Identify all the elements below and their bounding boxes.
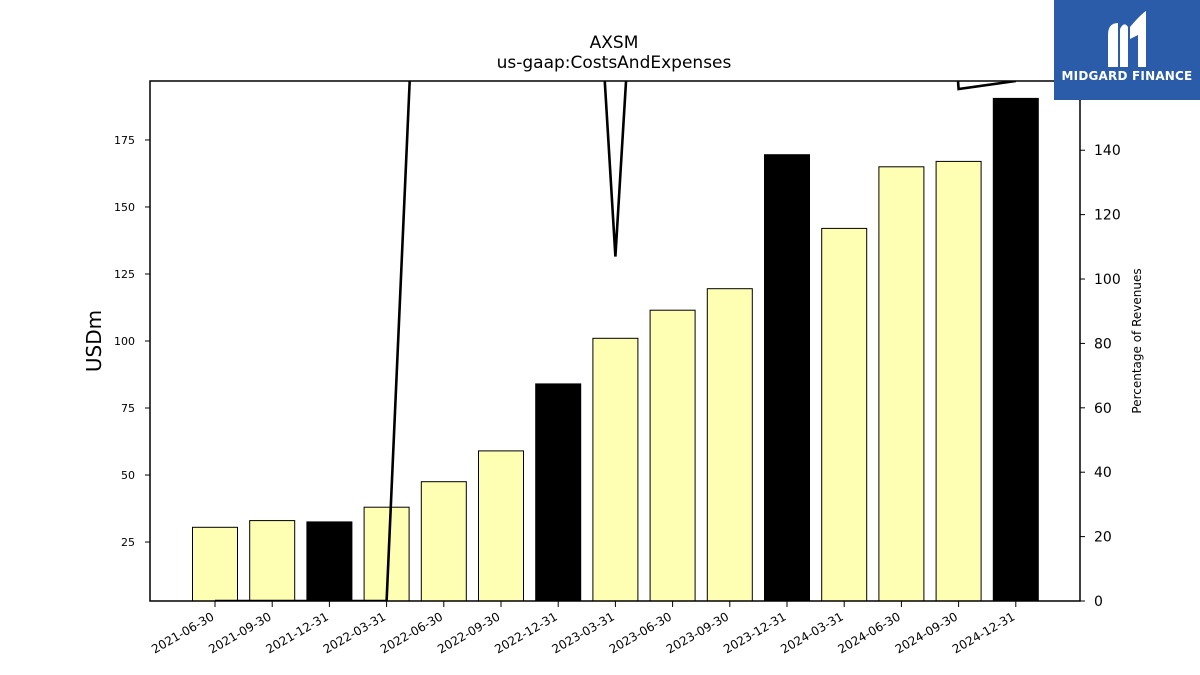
x-tick-label-2022-03-31: 2022-03-31	[321, 609, 388, 656]
x-tick-label-2023-09-30: 2023-09-30	[664, 609, 731, 656]
y-left-tick-label-100: 100	[114, 335, 135, 348]
bar-2021-06-30	[192, 526, 238, 602]
x-tick-label-2024-03-31: 2024-03-31	[778, 609, 845, 656]
y-right-tick-label-20: 20	[1094, 530, 1112, 546]
x-tick-label-2023-06-30: 2023-06-30	[607, 609, 674, 656]
midgard-finance-logo: MIDGARD FINANCE	[1054, 0, 1200, 100]
percentage-of-revenues-line	[215, 81, 1016, 601]
y-right-axis: 0 20 40 60 80 100 120 140	[1080, 143, 1121, 610]
chart-subtitle: us-gaap:CostsAndExpenses	[497, 53, 732, 73]
y-right-tick-label-80: 80	[1094, 336, 1112, 352]
y-left-tick-label-75: 75	[121, 402, 135, 415]
x-tick-label-2024-06-30: 2024-06-30	[835, 609, 902, 656]
x-tick-label-2023-12-31: 2023-12-31	[721, 609, 788, 656]
bar-2024-12-31	[992, 97, 1039, 602]
y-left-axis: 25 50 75 100 125 150 175	[114, 134, 150, 549]
x-tick-label-2022-09-30: 2022-09-30	[435, 609, 502, 656]
bar-2024-06-30	[878, 166, 925, 602]
line-layer	[215, 81, 1016, 601]
y-right-tick-label-60: 60	[1094, 401, 1112, 417]
y-left-tick-label-125: 125	[114, 268, 135, 281]
bar-2023-12-31	[764, 154, 810, 602]
y-right-tick-label-40: 40	[1094, 465, 1112, 481]
y-left-tick-label-150: 150	[114, 201, 135, 214]
bar-2023-06-30	[649, 309, 696, 602]
x-tick-label-2024-09-30: 2024-09-30	[893, 609, 960, 656]
x-tick-label-2021-09-30: 2021-09-30	[206, 609, 273, 656]
x-tick-label-2022-12-31: 2022-12-31	[492, 609, 559, 656]
x-tick-label-2023-03-31: 2023-03-31	[549, 609, 616, 656]
x-tick-label-2022-06-30: 2022-06-30	[378, 609, 445, 656]
y-right-tick-label-140: 140	[1094, 143, 1121, 159]
bar-2021-09-30	[249, 520, 296, 602]
y-left-tick-label-50: 50	[121, 469, 135, 482]
x-tick-label-2021-06-30: 2021-06-30	[149, 609, 216, 656]
chart-title: AXSM	[590, 33, 639, 53]
bar-2021-12-31	[306, 521, 353, 602]
bar-2023-09-30	[706, 288, 753, 602]
bar-2022-12-31	[535, 383, 582, 602]
x-tick-label-2021-12-31: 2021-12-31	[263, 609, 330, 656]
bar-2024-03-31	[821, 227, 868, 602]
y-right-tick-label-120: 120	[1094, 208, 1121, 224]
bar-2022-06-30	[420, 481, 467, 602]
y-right-tick-label-100: 100	[1094, 272, 1121, 288]
bar-2022-09-30	[478, 450, 524, 602]
bar-2023-03-31	[592, 337, 639, 602]
bars-group	[192, 97, 1039, 602]
y-right-tick-label-0: 0	[1094, 594, 1103, 610]
logo-text: MIDGARD FINANCE	[1061, 69, 1193, 83]
midgard-logo-icon	[1108, 11, 1146, 67]
x-tick-label-2024-12-31: 2024-12-31	[950, 609, 1017, 656]
x-axis: 2021-06-302021-09-302021-12-312022-03-31…	[149, 601, 1017, 656]
bar-2024-09-30	[935, 160, 982, 602]
y-left-tick-label-25: 25	[121, 536, 135, 549]
y-right-axis-label: Percentage of Revenues	[1130, 268, 1144, 413]
y-left-tick-label-175: 175	[114, 134, 135, 147]
y-left-axis-label: USDm	[82, 310, 106, 372]
